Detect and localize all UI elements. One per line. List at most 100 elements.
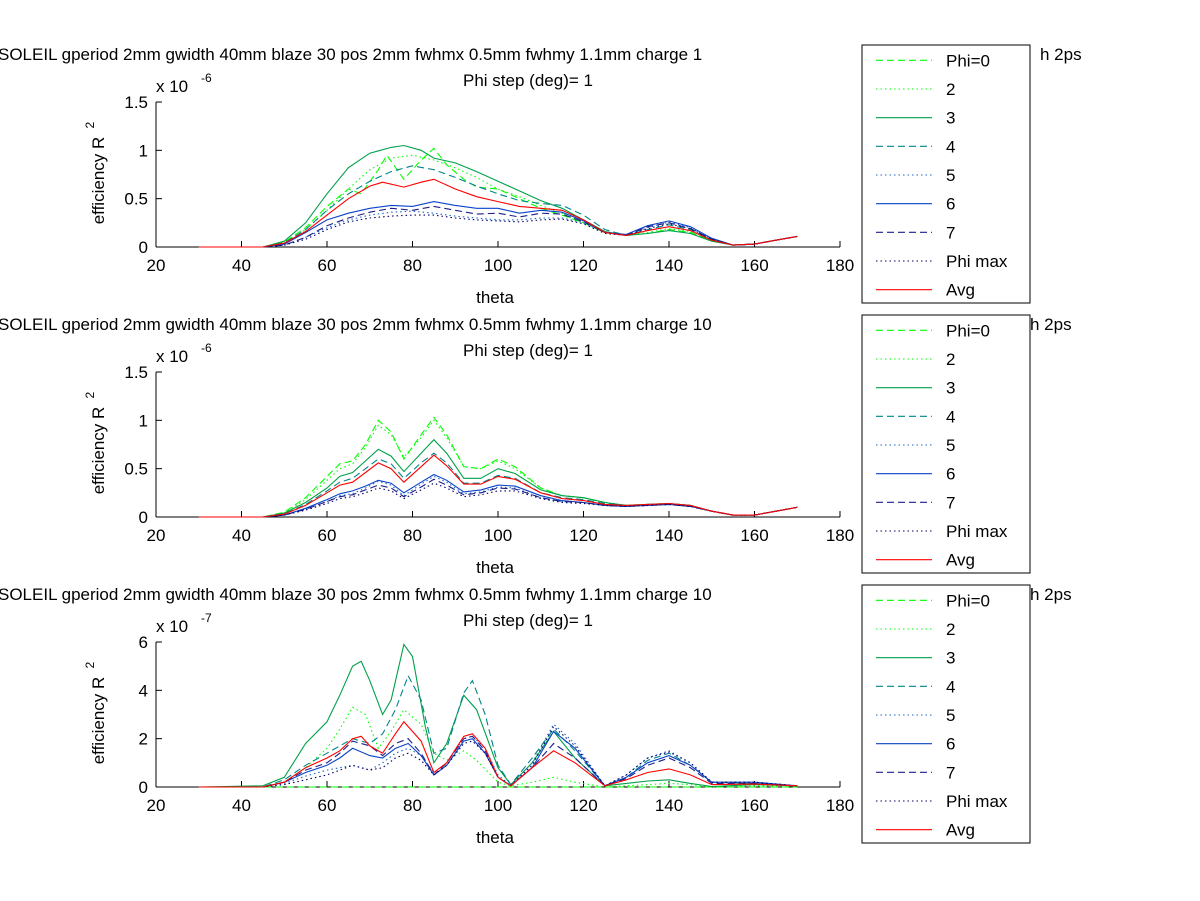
y-tick-label: 6	[139, 633, 148, 652]
series-line-3	[198, 643, 798, 788]
legend-label: Avg	[946, 551, 975, 570]
x-tick-label: 180	[826, 796, 854, 815]
legend-label: 6	[946, 465, 955, 484]
legend-label: Phi=0	[946, 51, 990, 70]
y-tick-label: 2	[139, 730, 148, 749]
legend-label: 2	[946, 80, 955, 99]
x-tick-label: 140	[655, 526, 683, 545]
subplot-2: SOLEIL gperiod 2mm gwidth 40mm blaze 30 …	[0, 314, 1072, 577]
legend-label: 6	[946, 195, 955, 214]
x-axis-label: theta	[476, 288, 514, 307]
y-tick-label: 1	[139, 141, 148, 160]
x-tick-label: 40	[232, 526, 251, 545]
plot-title: SOLEIL gperiod 2mm gwidth 40mm blaze 30 …	[0, 585, 712, 604]
x-tick-label: 80	[403, 796, 422, 815]
y-multiplier-exponent: -6	[201, 71, 212, 85]
y-axis-label-group: efficiency R 2	[83, 662, 108, 765]
series-line-phi-0	[198, 147, 798, 248]
x-tick-label: 120	[569, 796, 597, 815]
series-line-2	[198, 419, 798, 518]
x-tick-label: 20	[147, 256, 166, 275]
x-tick-label: 160	[740, 796, 768, 815]
legend-label: 7	[946, 493, 955, 512]
legend-label: 7	[946, 223, 955, 242]
x-axis-label: theta	[476, 558, 514, 577]
y-axis-label: efficiency R	[89, 407, 108, 495]
x-tick-label: 100	[484, 796, 512, 815]
y-multiplier: x 10	[156, 617, 188, 636]
x-tick-label: 40	[232, 256, 251, 275]
x-tick-label: 160	[740, 256, 768, 275]
legend-label: Avg	[946, 821, 975, 840]
x-tick-label: 40	[232, 796, 251, 815]
legend: Phi=0 2 3 4 5 6 7 Phi max Avg	[861, 314, 1031, 574]
legend-label: 3	[946, 109, 955, 128]
x-tick-label: 120	[569, 526, 597, 545]
x-tick-label: 20	[147, 526, 166, 545]
legend-label: 2	[946, 620, 955, 639]
series-line-6	[198, 730, 798, 788]
plot-subtitle: Phi step (deg)= 1	[463, 71, 593, 90]
y-multiplier-exponent: -7	[201, 611, 212, 625]
y-axis-label: efficiency R	[89, 677, 108, 765]
x-tick-label: 20	[147, 796, 166, 815]
y-axis-label-superscript: 2	[83, 122, 97, 129]
subplot-stack: SOLEIL gperiod 2mm gwidth 40mm blaze 30 …	[0, 44, 1082, 847]
x-tick-label: 140	[655, 256, 683, 275]
x-axis-label: theta	[476, 828, 514, 847]
plot-subtitle: Phi step (deg)= 1	[463, 341, 593, 360]
legend-label: Phi max	[946, 252, 1008, 271]
series-line-avg	[198, 178, 798, 248]
subplot-1: SOLEIL gperiod 2mm gwidth 40mm blaze 30 …	[0, 44, 1082, 307]
x-tick-label: 80	[403, 256, 422, 275]
legend-label: Phi=0	[946, 591, 990, 610]
y-multiplier: x 10	[156, 347, 188, 366]
legend: Phi=0 2 3 4 5 6 7 Phi max Avg	[861, 44, 1031, 304]
x-tick-label: 80	[403, 526, 422, 545]
x-tick-label: 140	[655, 796, 683, 815]
y-tick-label: 1.5	[124, 93, 148, 112]
legend-label: Avg	[946, 281, 975, 300]
legend-label: 6	[946, 735, 955, 754]
legend-label: 4	[946, 137, 955, 156]
x-tick-label: 60	[318, 796, 337, 815]
y-tick-label: 0.5	[124, 190, 148, 209]
series-line-2	[198, 706, 798, 788]
legend-label: 2	[946, 350, 955, 369]
y-axis-label-superscript: 2	[83, 392, 97, 399]
subplot-3: SOLEIL gperiod 2mm gwidth 40mm blaze 30 …	[0, 584, 1072, 847]
legend-label: 3	[946, 649, 955, 668]
y-axis-label-superscript: 2	[83, 662, 97, 669]
series-line-avg	[198, 454, 798, 518]
legend-label: 7	[946, 763, 955, 782]
plot-title-suffix: h 2ps	[1040, 45, 1082, 64]
x-tick-label: 120	[569, 256, 597, 275]
legend-box	[861, 314, 1031, 574]
y-tick-label: 1	[139, 411, 148, 430]
legend-label: Phi max	[946, 792, 1008, 811]
plot-title: SOLEIL gperiod 2mm gwidth 40mm blaze 30 …	[0, 315, 712, 334]
legend-label: 5	[946, 166, 955, 185]
legend-label: Phi max	[946, 522, 1008, 541]
series-line-4	[198, 674, 798, 788]
plot-title-suffix: h 2ps	[1030, 585, 1072, 604]
y-tick-label: 0.5	[124, 460, 148, 479]
legend-label: 5	[946, 706, 955, 725]
x-tick-label: 180	[826, 256, 854, 275]
series-line-5	[198, 475, 798, 518]
series-line-phi-max	[198, 214, 798, 248]
x-tick-label: 100	[484, 256, 512, 275]
series-line-6	[198, 201, 798, 248]
series-line-avg	[198, 720, 798, 788]
y-tick-label: 4	[139, 681, 148, 700]
x-tick-label: 60	[318, 526, 337, 545]
y-tick-label: 1.5	[124, 363, 148, 382]
x-tick-label: 60	[318, 256, 337, 275]
plot-title: SOLEIL gperiod 2mm gwidth 40mm blaze 30 …	[0, 45, 702, 64]
series-line-4	[198, 165, 798, 248]
x-tick-label: 100	[484, 526, 512, 545]
y-tick-label: 0	[139, 238, 148, 257]
y-multiplier: x 10	[156, 77, 188, 96]
legend-label: 5	[946, 436, 955, 455]
